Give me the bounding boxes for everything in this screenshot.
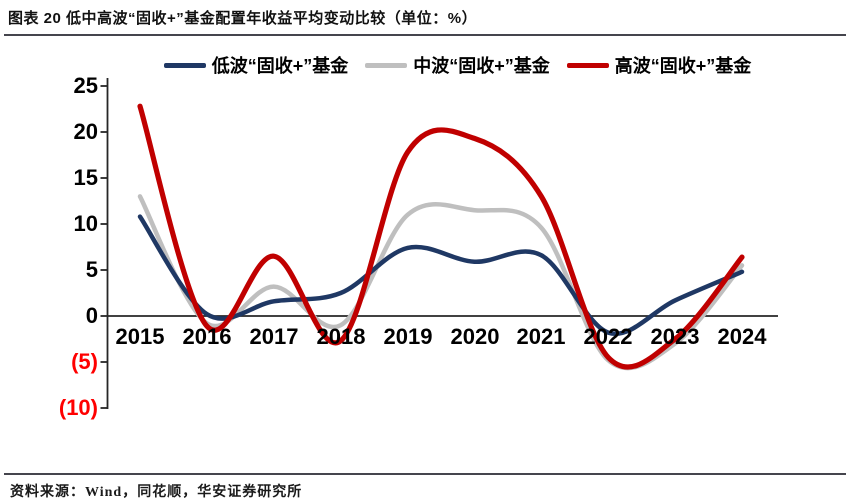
y-tick-label-negative: (5) — [71, 349, 98, 374]
x-tick-label: 2021 — [516, 324, 566, 349]
x-tick-label: 2024 — [717, 324, 767, 349]
legend-label: 中波“固收+”基金 — [413, 56, 550, 76]
mid-vol-line-swatch — [365, 62, 408, 68]
y-tick-label: 20 — [73, 119, 98, 144]
x-tick-label: 2019 — [383, 324, 433, 349]
source-text: 资料来源：Wind，同花顺，华安证券研究所 — [10, 485, 303, 500]
legend-label: 低波“固收+”基金 — [211, 56, 349, 76]
x-tick-label: 2015 — [115, 324, 165, 349]
x-tick-label: 2022 — [583, 324, 633, 349]
legend-item-low-vol: 低波“固收+”基金 — [163, 52, 349, 78]
y-tick-label: 0 — [85, 303, 98, 328]
source-divider — [4, 473, 846, 475]
y-tick-label: 5 — [85, 257, 98, 282]
legend-label: 高波“固收+”基金 — [614, 56, 752, 76]
y-tick-label: 15 — [73, 165, 98, 190]
y-tick-label: 10 — [73, 211, 98, 236]
chart-title: 图表 20 低中高波“固收+”基金配置年收益平均变动比较（单位：%） — [8, 10, 478, 27]
y-tick-label: 25 — [73, 73, 98, 98]
x-tick-label: 2017 — [249, 324, 299, 349]
x-tick-label: 2018 — [316, 324, 366, 349]
x-tick-label: 2023 — [650, 324, 700, 349]
legend-item-mid-vol: 中波“固收+”基金 — [365, 52, 550, 78]
high-vol-line-swatch — [566, 62, 609, 68]
x-tick-label: 2016 — [182, 324, 232, 349]
legend-item-high-vol: 高波“固收+”基金 — [566, 52, 752, 78]
chart-legend: 低波“固收+”基金 中波“固收+”基金 高波“固收+”基金 — [0, 52, 865, 78]
title-divider — [4, 34, 846, 36]
y-tick-label-negative: (10) — [58, 395, 98, 420]
x-tick-label: 2020 — [450, 324, 500, 349]
low-vol-line-swatch — [163, 62, 206, 68]
